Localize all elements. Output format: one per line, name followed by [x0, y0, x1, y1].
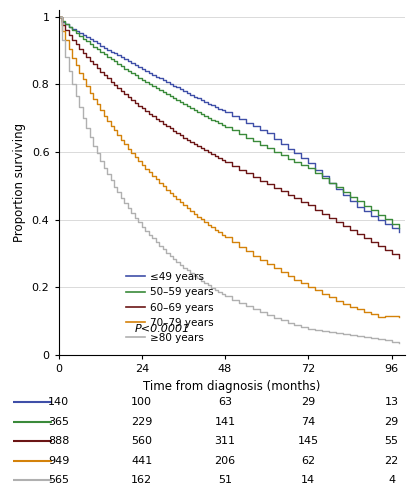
Text: 311: 311 [214, 436, 236, 446]
Text: 888: 888 [48, 436, 69, 446]
Text: 62: 62 [301, 456, 315, 466]
Text: 162: 162 [131, 475, 152, 485]
Legend: ≤49 years, 50–59 years, 60–69 years, 70–79 years, ≥80 years: ≤49 years, 50–59 years, 60–69 years, 70–… [126, 272, 214, 343]
Text: 949: 949 [48, 456, 69, 466]
Text: 145: 145 [298, 436, 319, 446]
Text: 22: 22 [385, 456, 399, 466]
Text: 141: 141 [214, 416, 236, 426]
Text: 55: 55 [385, 436, 399, 446]
Text: 100: 100 [131, 397, 152, 407]
Text: 29: 29 [301, 397, 316, 407]
Text: 140: 140 [48, 397, 69, 407]
X-axis label: Time from diagnosis (months): Time from diagnosis (months) [143, 380, 321, 392]
Text: 560: 560 [131, 436, 152, 446]
Text: 229: 229 [131, 416, 153, 426]
Text: 365: 365 [48, 416, 69, 426]
Text: 14: 14 [301, 475, 315, 485]
Y-axis label: Proportion surviving: Proportion surviving [13, 123, 26, 242]
Text: 51: 51 [218, 475, 232, 485]
Text: 29: 29 [385, 416, 399, 426]
Text: 13: 13 [385, 397, 399, 407]
Text: 441: 441 [131, 456, 153, 466]
Text: 63: 63 [218, 397, 232, 407]
Text: 206: 206 [214, 456, 236, 466]
Text: 74: 74 [301, 416, 316, 426]
Text: 4: 4 [388, 475, 395, 485]
Text: P<0.0001: P<0.0001 [135, 324, 190, 334]
Text: 565: 565 [48, 475, 69, 485]
